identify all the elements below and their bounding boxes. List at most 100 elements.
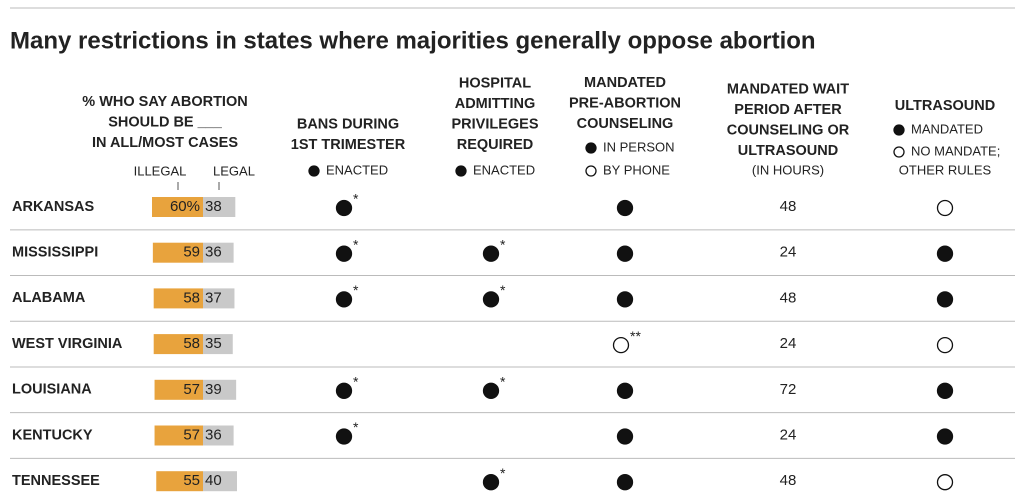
filled-circle — [585, 142, 597, 154]
filled-circle — [482, 382, 500, 399]
footnote-mark: * — [500, 465, 506, 481]
state-name: MISSISSIPPI — [12, 245, 98, 261]
footnote-mark: * — [353, 419, 359, 435]
open-circle — [612, 336, 630, 354]
illegal-bar — [154, 425, 203, 446]
filled-circle — [936, 291, 954, 308]
footnote-mark: * — [353, 374, 359, 390]
footnote-mark: ** — [630, 328, 641, 344]
legal-value: 38 — [205, 198, 222, 215]
footnote-mark: * — [353, 191, 359, 207]
state-name: LOUISIANA — [12, 382, 92, 398]
filled-circle — [616, 428, 634, 445]
column-heading: MANDATED WAIT — [727, 81, 849, 97]
column-heading: % WHO SAY ABORTION — [82, 94, 247, 110]
legal-bar — [203, 242, 234, 263]
filled-circle — [335, 245, 353, 262]
state-name: TENNESSEE — [12, 473, 100, 489]
column-heading: REQUIRED — [457, 137, 534, 153]
legal-value: 37 — [205, 289, 222, 306]
illegal-bar — [156, 471, 203, 492]
legal-bar — [203, 425, 234, 446]
filled-circle — [936, 428, 954, 445]
legend-label: NO MANDATE; — [911, 143, 1000, 158]
filled-circle — [482, 291, 500, 308]
unit-label: (IN HOURS) — [752, 162, 824, 177]
title: Many restrictions in states where majori… — [10, 27, 816, 54]
footnote-mark: * — [353, 282, 359, 298]
legal-value: 40 — [205, 472, 222, 489]
column-heading: ULTRASOUND — [895, 98, 995, 114]
wait-hours: 24 — [780, 244, 797, 261]
legend-label: BY PHONE — [603, 162, 670, 177]
filled-circle — [936, 382, 954, 399]
illegal-bar — [152, 197, 203, 217]
column-heading: BANS DURING — [297, 116, 399, 132]
illegal-value: 60% — [170, 198, 200, 215]
legal-label: LEGAL — [213, 163, 255, 178]
legal-bar — [203, 471, 237, 492]
state-name: ALABAMA — [12, 290, 86, 306]
wait-hours: 24 — [780, 335, 797, 352]
legal-value: 35 — [205, 335, 222, 352]
column-heading: PERIOD AFTER — [734, 102, 842, 118]
illegal-value: 59 — [183, 244, 200, 261]
illegal-bar — [154, 379, 203, 400]
wait-hours: 48 — [780, 289, 797, 306]
open-circle — [936, 199, 954, 217]
filled-circle — [482, 474, 500, 491]
open-circle — [936, 336, 954, 354]
illegal-value: 57 — [183, 381, 200, 398]
open-circle — [936, 474, 954, 491]
footnote-mark: * — [500, 236, 506, 252]
column-heading: COUNSELING OR — [727, 122, 850, 138]
filled-circle — [482, 245, 500, 262]
illegal-label: ILLEGAL — [134, 163, 187, 178]
legal-bar — [203, 379, 237, 400]
filled-circle — [335, 199, 353, 217]
legal-value: 39 — [205, 381, 222, 398]
illegal-value: 58 — [183, 335, 200, 352]
wait-hours: 48 — [780, 198, 797, 215]
footnote-mark: * — [500, 282, 506, 298]
column-heading: MANDATED — [584, 75, 666, 91]
state-name: KENTUCKY — [12, 427, 93, 443]
column-heading: 1ST TRIMESTER — [291, 137, 406, 153]
legend-label: OTHER RULES — [899, 162, 992, 177]
filled-circle — [455, 165, 467, 177]
wait-hours: 72 — [780, 381, 797, 398]
illegal-bar — [153, 288, 203, 309]
legend-label: MANDATED — [911, 121, 983, 136]
column-heading: HOSPITAL — [459, 75, 531, 91]
open-circle — [893, 146, 905, 158]
filled-circle — [308, 165, 320, 177]
filled-circle — [616, 382, 634, 399]
column-heading: ULTRASOUND — [738, 143, 838, 159]
filled-circle — [893, 124, 905, 136]
filled-circle — [616, 291, 634, 308]
open-circle — [585, 165, 597, 177]
illegal-value: 58 — [183, 289, 200, 306]
illegal-bar — [152, 242, 203, 263]
wait-hours: 48 — [780, 472, 797, 489]
legend-label: ENACTED — [473, 162, 535, 177]
filled-circle — [936, 245, 954, 262]
filled-circle — [616, 199, 634, 217]
filled-circle — [616, 245, 634, 262]
filled-circle — [335, 428, 353, 445]
column-heading: SHOULD BE ___ — [108, 114, 223, 130]
illegal-value: 57 — [183, 426, 200, 443]
illegal-bar — [153, 334, 203, 355]
legend-label: IN PERSON — [603, 139, 675, 154]
legal-value: 36 — [205, 426, 222, 443]
illegal-value: 55 — [183, 472, 200, 489]
state-name: ARKANSAS — [12, 199, 95, 215]
footnote-mark: * — [500, 374, 506, 390]
filled-circle — [335, 382, 353, 399]
column-heading: ADMITTING — [455, 96, 536, 112]
wait-hours: 24 — [780, 426, 797, 443]
filled-circle — [616, 474, 634, 491]
footnote-mark: * — [353, 236, 359, 252]
filled-circle — [335, 291, 353, 308]
legal-bar — [203, 334, 233, 355]
